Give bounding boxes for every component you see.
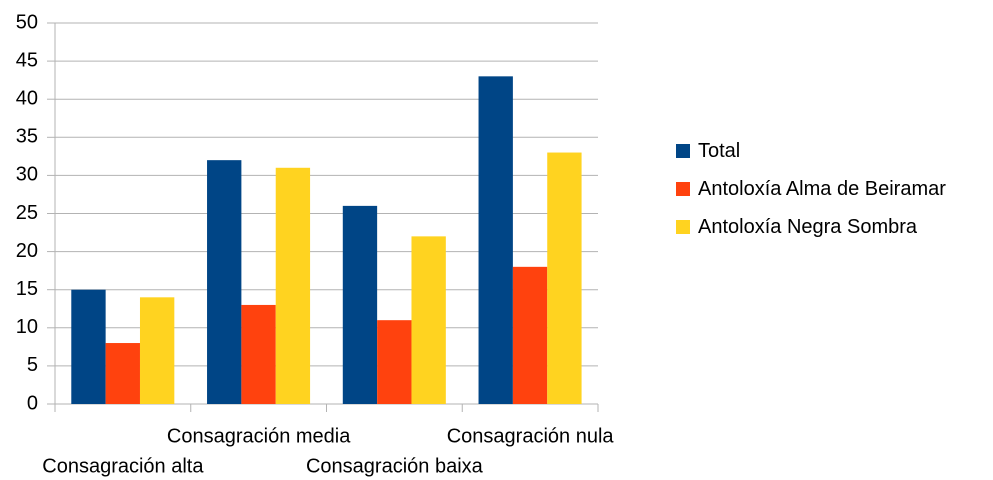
bar bbox=[377, 320, 412, 404]
y-tick-label: 5 bbox=[27, 354, 38, 376]
x-tick-label: Consagración baixa bbox=[306, 455, 484, 477]
y-tick-label: 45 bbox=[16, 49, 38, 71]
legend-swatch bbox=[676, 182, 690, 196]
x-tick-label: Consagración nula bbox=[447, 425, 615, 447]
y-tick-label: 50 bbox=[16, 11, 38, 33]
y-tick-label: 30 bbox=[16, 164, 38, 186]
bar bbox=[547, 152, 582, 404]
x-tick-label: Consagración alta bbox=[42, 455, 204, 477]
y-tick-label: 25 bbox=[16, 202, 38, 224]
legend-swatch bbox=[676, 220, 690, 234]
legend-item: Total bbox=[676, 136, 993, 166]
y-tick-label: 40 bbox=[16, 87, 38, 109]
bar bbox=[241, 304, 276, 404]
x-tick-label: Consagración media bbox=[167, 425, 351, 447]
bar bbox=[207, 160, 242, 404]
bar bbox=[139, 297, 175, 404]
y-tick-label: 15 bbox=[16, 278, 38, 300]
legend-swatch bbox=[676, 144, 690, 158]
bar bbox=[512, 266, 548, 404]
legend: Total Antoloxía Alma de Beiramar Antoloxía… bbox=[676, 136, 993, 250]
legend-label: Antoloxía Negra Sombra bbox=[698, 216, 918, 238]
bar bbox=[342, 205, 378, 404]
y-tick-label: 0 bbox=[27, 392, 38, 414]
legend-label: Antoloxía Alma de Beiramar bbox=[698, 178, 946, 200]
bar bbox=[411, 236, 446, 404]
bar bbox=[275, 167, 311, 404]
bar bbox=[105, 343, 140, 404]
legend-item: Antoloxía Negra Sombra bbox=[676, 212, 993, 242]
bar bbox=[478, 76, 513, 404]
legend-item: Antoloxía Alma de Beiramar bbox=[676, 174, 993, 204]
y-tick-label: 20 bbox=[16, 240, 38, 262]
bar bbox=[71, 289, 106, 404]
y-tick-label: 10 bbox=[16, 316, 38, 338]
y-tick-label: 35 bbox=[16, 126, 38, 148]
legend-label: Total bbox=[698, 140, 741, 162]
